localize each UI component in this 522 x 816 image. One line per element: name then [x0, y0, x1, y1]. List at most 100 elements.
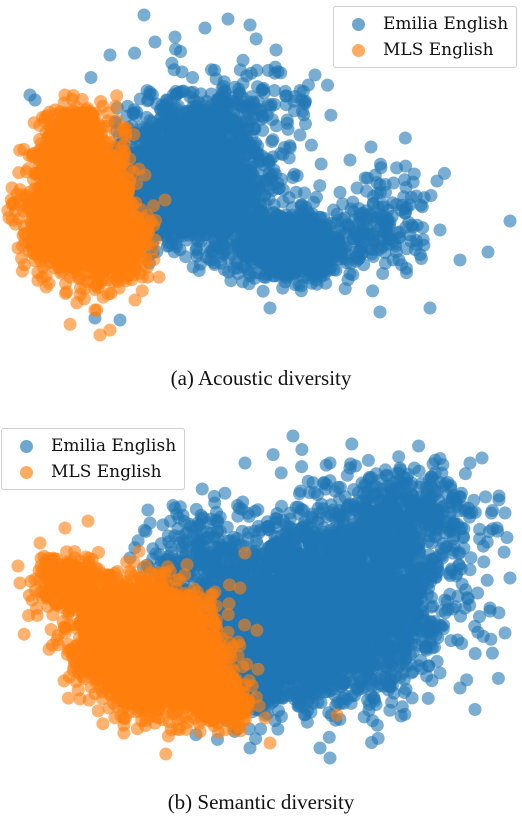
data-point — [129, 108, 143, 122]
data-point — [221, 12, 235, 26]
data-point — [267, 206, 281, 219]
data-point — [255, 149, 269, 163]
data-point — [187, 93, 201, 107]
data-point — [338, 282, 352, 296]
data-point — [255, 204, 269, 218]
data-point — [327, 203, 341, 217]
data-point — [203, 241, 217, 255]
data-point — [423, 301, 437, 315]
data-point — [314, 157, 328, 171]
data-point — [225, 149, 239, 163]
data-point — [192, 156, 206, 170]
data-point — [60, 285, 74, 299]
data-point — [176, 158, 190, 172]
data-point — [373, 305, 387, 319]
data-point — [145, 88, 159, 102]
data-point — [249, 32, 263, 46]
data-point — [173, 146, 187, 160]
data-point — [198, 21, 212, 35]
data-point — [373, 208, 387, 222]
data-point — [236, 53, 250, 67]
data-point — [334, 248, 348, 262]
data-point — [399, 220, 413, 234]
data-point — [276, 195, 290, 209]
data-point — [212, 93, 226, 107]
data-point — [236, 157, 250, 171]
data-point — [240, 250, 254, 264]
data-point — [214, 256, 228, 270]
data-point — [366, 284, 380, 298]
data-point — [176, 124, 189, 138]
data-point — [343, 153, 357, 167]
data-point — [267, 256, 281, 270]
acoustic-scatter-plot — [1, 8, 517, 342]
data-point — [312, 210, 326, 224]
data-point — [251, 139, 265, 153]
data-point — [324, 108, 338, 122]
data-point — [294, 284, 308, 298]
data-point — [348, 245, 362, 259]
data-point — [256, 284, 270, 298]
data-point — [296, 84, 310, 98]
data-point — [175, 184, 189, 198]
data-point — [298, 95, 312, 109]
acoustic-diversity-panel: Emilia English MLS English (a) Acoustic … — [1, 6, 518, 390]
data-point — [200, 119, 214, 133]
data-point — [287, 104, 301, 118]
data-point — [184, 197, 198, 211]
data-point — [207, 188, 221, 202]
data-point — [212, 144, 226, 158]
data-point — [349, 225, 362, 239]
data-point — [265, 170, 278, 184]
data-point — [313, 238, 327, 252]
data-point — [403, 198, 417, 212]
data-point — [255, 83, 269, 97]
data-point — [453, 253, 467, 267]
data-point — [321, 78, 334, 92]
data-point — [224, 274, 238, 288]
data-point — [333, 185, 347, 199]
data-point — [227, 261, 241, 275]
data-point — [113, 313, 127, 327]
data-point — [381, 218, 395, 232]
data-point — [289, 185, 303, 199]
data-point — [263, 301, 277, 315]
data-point — [205, 63, 218, 77]
data-point — [360, 184, 373, 198]
data-point — [268, 98, 282, 111]
data-point — [199, 226, 213, 239]
data-point — [307, 195, 321, 209]
data-point — [243, 189, 257, 203]
data-point — [216, 227, 230, 241]
data-point — [293, 128, 307, 142]
data-point — [266, 133, 280, 147]
data-point — [190, 241, 204, 255]
data-point — [140, 110, 154, 124]
data-point — [503, 214, 517, 228]
data-point — [366, 236, 380, 250]
data-point — [346, 268, 360, 282]
data-point — [295, 198, 309, 212]
data-point — [265, 113, 279, 127]
data-point — [274, 66, 288, 80]
data-point — [395, 258, 409, 272]
series-emilia — [23, 8, 517, 327]
data-point — [286, 171, 300, 184]
data-point — [160, 239, 174, 253]
data-point — [376, 267, 390, 280]
data-point — [266, 269, 280, 283]
data-point — [177, 84, 191, 98]
data-point — [281, 122, 295, 136]
data-point — [252, 180, 266, 194]
data-point — [357, 258, 371, 272]
data-point — [227, 188, 241, 202]
data-point — [84, 71, 98, 84]
data-point — [257, 247, 271, 261]
data-point — [267, 84, 281, 97]
data-point — [364, 140, 378, 154]
data-point — [266, 150, 280, 164]
data-point — [297, 234, 311, 248]
data-point — [167, 207, 181, 221]
data-point — [283, 222, 297, 236]
data-point — [261, 63, 275, 77]
